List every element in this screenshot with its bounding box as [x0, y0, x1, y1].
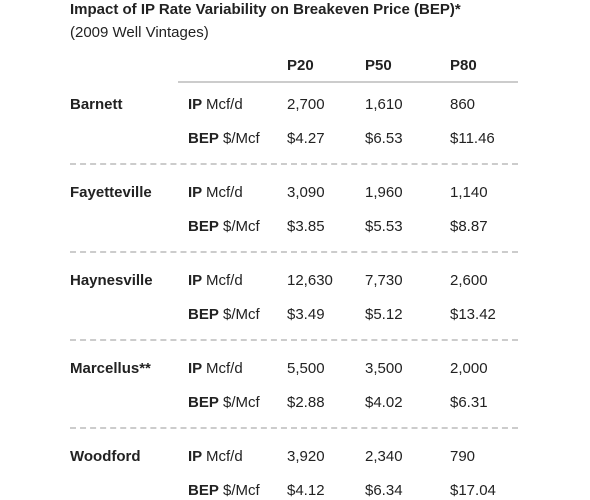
cell-value: $17.04: [450, 482, 496, 499]
metric-label: IP: [188, 96, 203, 113]
cell-value: $4.02: [365, 394, 403, 411]
row-separator: [70, 251, 518, 253]
column-header: P20: [287, 57, 314, 74]
row-name: Haynesville: [70, 272, 153, 289]
column-header: P80: [450, 57, 477, 74]
cell-value: 5,500: [287, 360, 325, 377]
cell-value: $13.42: [450, 306, 496, 323]
metric-unit: Mcf/d: [206, 448, 243, 465]
header-rule: [178, 81, 518, 83]
cell-value: 2,600: [450, 272, 488, 289]
metric-label: IP: [188, 184, 203, 201]
metric-unit: $/Mcf: [223, 394, 260, 411]
metric-label: BEP: [188, 130, 219, 147]
metric-label: IP: [188, 272, 203, 289]
metric-unit: $/Mcf: [223, 482, 260, 499]
metric-label: IP: [188, 448, 203, 465]
cell-value: 3,090: [287, 184, 325, 201]
cell-value: $4.27: [287, 130, 325, 147]
cell-value: 2,000: [450, 360, 488, 377]
cell-value: 12,630: [287, 272, 333, 289]
cell-value: $6.53: [365, 130, 403, 147]
metric-unit: Mcf/d: [206, 184, 243, 201]
row-separator: [70, 339, 518, 341]
cell-value: $6.31: [450, 394, 488, 411]
row-separator: [70, 427, 518, 429]
cell-value: 3,920: [287, 448, 325, 465]
row-separator: [70, 163, 518, 165]
metric-unit: $/Mcf: [223, 130, 260, 147]
metric-label: BEP: [188, 218, 219, 235]
metric-unit: Mcf/d: [206, 360, 243, 377]
cell-value: 1,960: [365, 184, 403, 201]
cell-value: $5.53: [365, 218, 403, 235]
cell-value: $11.46: [450, 130, 495, 147]
column-header: P50: [365, 57, 392, 74]
cell-value: 1,610: [365, 96, 403, 113]
cell-value: $6.34: [365, 482, 403, 499]
cell-value: 7,730: [365, 272, 403, 289]
row-name: Fayetteville: [70, 184, 152, 201]
cell-value: 3,500: [365, 360, 403, 377]
metric-label: BEP: [188, 306, 219, 323]
cell-value: $8.87: [450, 218, 488, 235]
cell-value: $5.12: [365, 306, 403, 323]
metric-label: BEP: [188, 394, 219, 411]
metric-label: IP: [188, 360, 203, 377]
cell-value: 860: [450, 96, 476, 113]
metric-label: BEP: [188, 482, 219, 499]
cell-value: $3.49: [287, 306, 325, 323]
cell-value: $2.88: [287, 394, 325, 411]
metric-unit: Mcf/d: [206, 96, 243, 113]
title: Impact of IP Rate Variability on Breakev…: [70, 1, 461, 18]
metric-unit: Mcf/d: [206, 272, 243, 289]
metric-unit: $/Mcf: [223, 218, 260, 235]
row-name: Barnett: [70, 96, 123, 113]
cell-value: 1,140: [450, 184, 488, 201]
metric-unit: $/Mcf: [223, 306, 260, 323]
row-name: Marcellus**: [70, 360, 151, 377]
cell-value: 2,340: [365, 448, 403, 465]
subtitle: (2009 Well Vintages): [70, 24, 209, 41]
cell-value: $3.85: [287, 218, 325, 235]
cell-value: 2,700: [287, 96, 325, 113]
row-name: Woodford: [70, 448, 141, 465]
cell-value: $4.12: [287, 482, 325, 499]
cell-value: 790: [450, 448, 476, 465]
